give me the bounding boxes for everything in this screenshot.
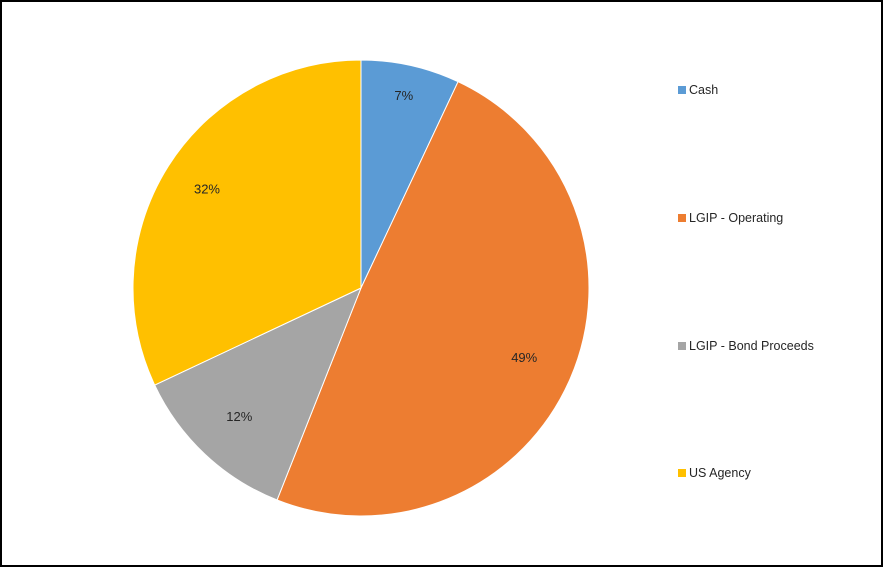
legend-label: LGIP - Operating xyxy=(689,211,784,225)
legend-item: LGIP - Bond Proceeds xyxy=(678,339,814,353)
pie-slice-labels: 7% 49% 12% 32% xyxy=(194,88,538,424)
legend-label: Cash xyxy=(689,83,719,97)
pie-slices xyxy=(132,59,590,517)
slice-data-label: 49% xyxy=(511,350,537,365)
pie-slice-lgip-operating xyxy=(276,81,590,517)
slice-data-label: 32% xyxy=(194,182,220,197)
slice-data-label: 12% xyxy=(226,409,252,424)
pie-slice-us-agency xyxy=(132,59,362,386)
pie-slice-lgip-bond-proceeds xyxy=(154,287,362,501)
legend-swatch xyxy=(678,214,686,222)
legend-swatch xyxy=(678,342,686,350)
legend-swatch xyxy=(678,469,686,477)
legend-label: LGIP - Bond Proceeds xyxy=(689,339,814,353)
legend: Cash LGIP - Operating LGIP - Bond Proceeds… xyxy=(678,2,878,565)
slice-data-label: 7% xyxy=(394,88,413,103)
legend-item: LGIP - Operating xyxy=(678,211,783,225)
legend-item: US Agency xyxy=(678,466,751,480)
legend-label: US Agency xyxy=(689,466,751,480)
legend-swatch xyxy=(678,86,686,94)
legend-item: Cash xyxy=(678,83,718,97)
